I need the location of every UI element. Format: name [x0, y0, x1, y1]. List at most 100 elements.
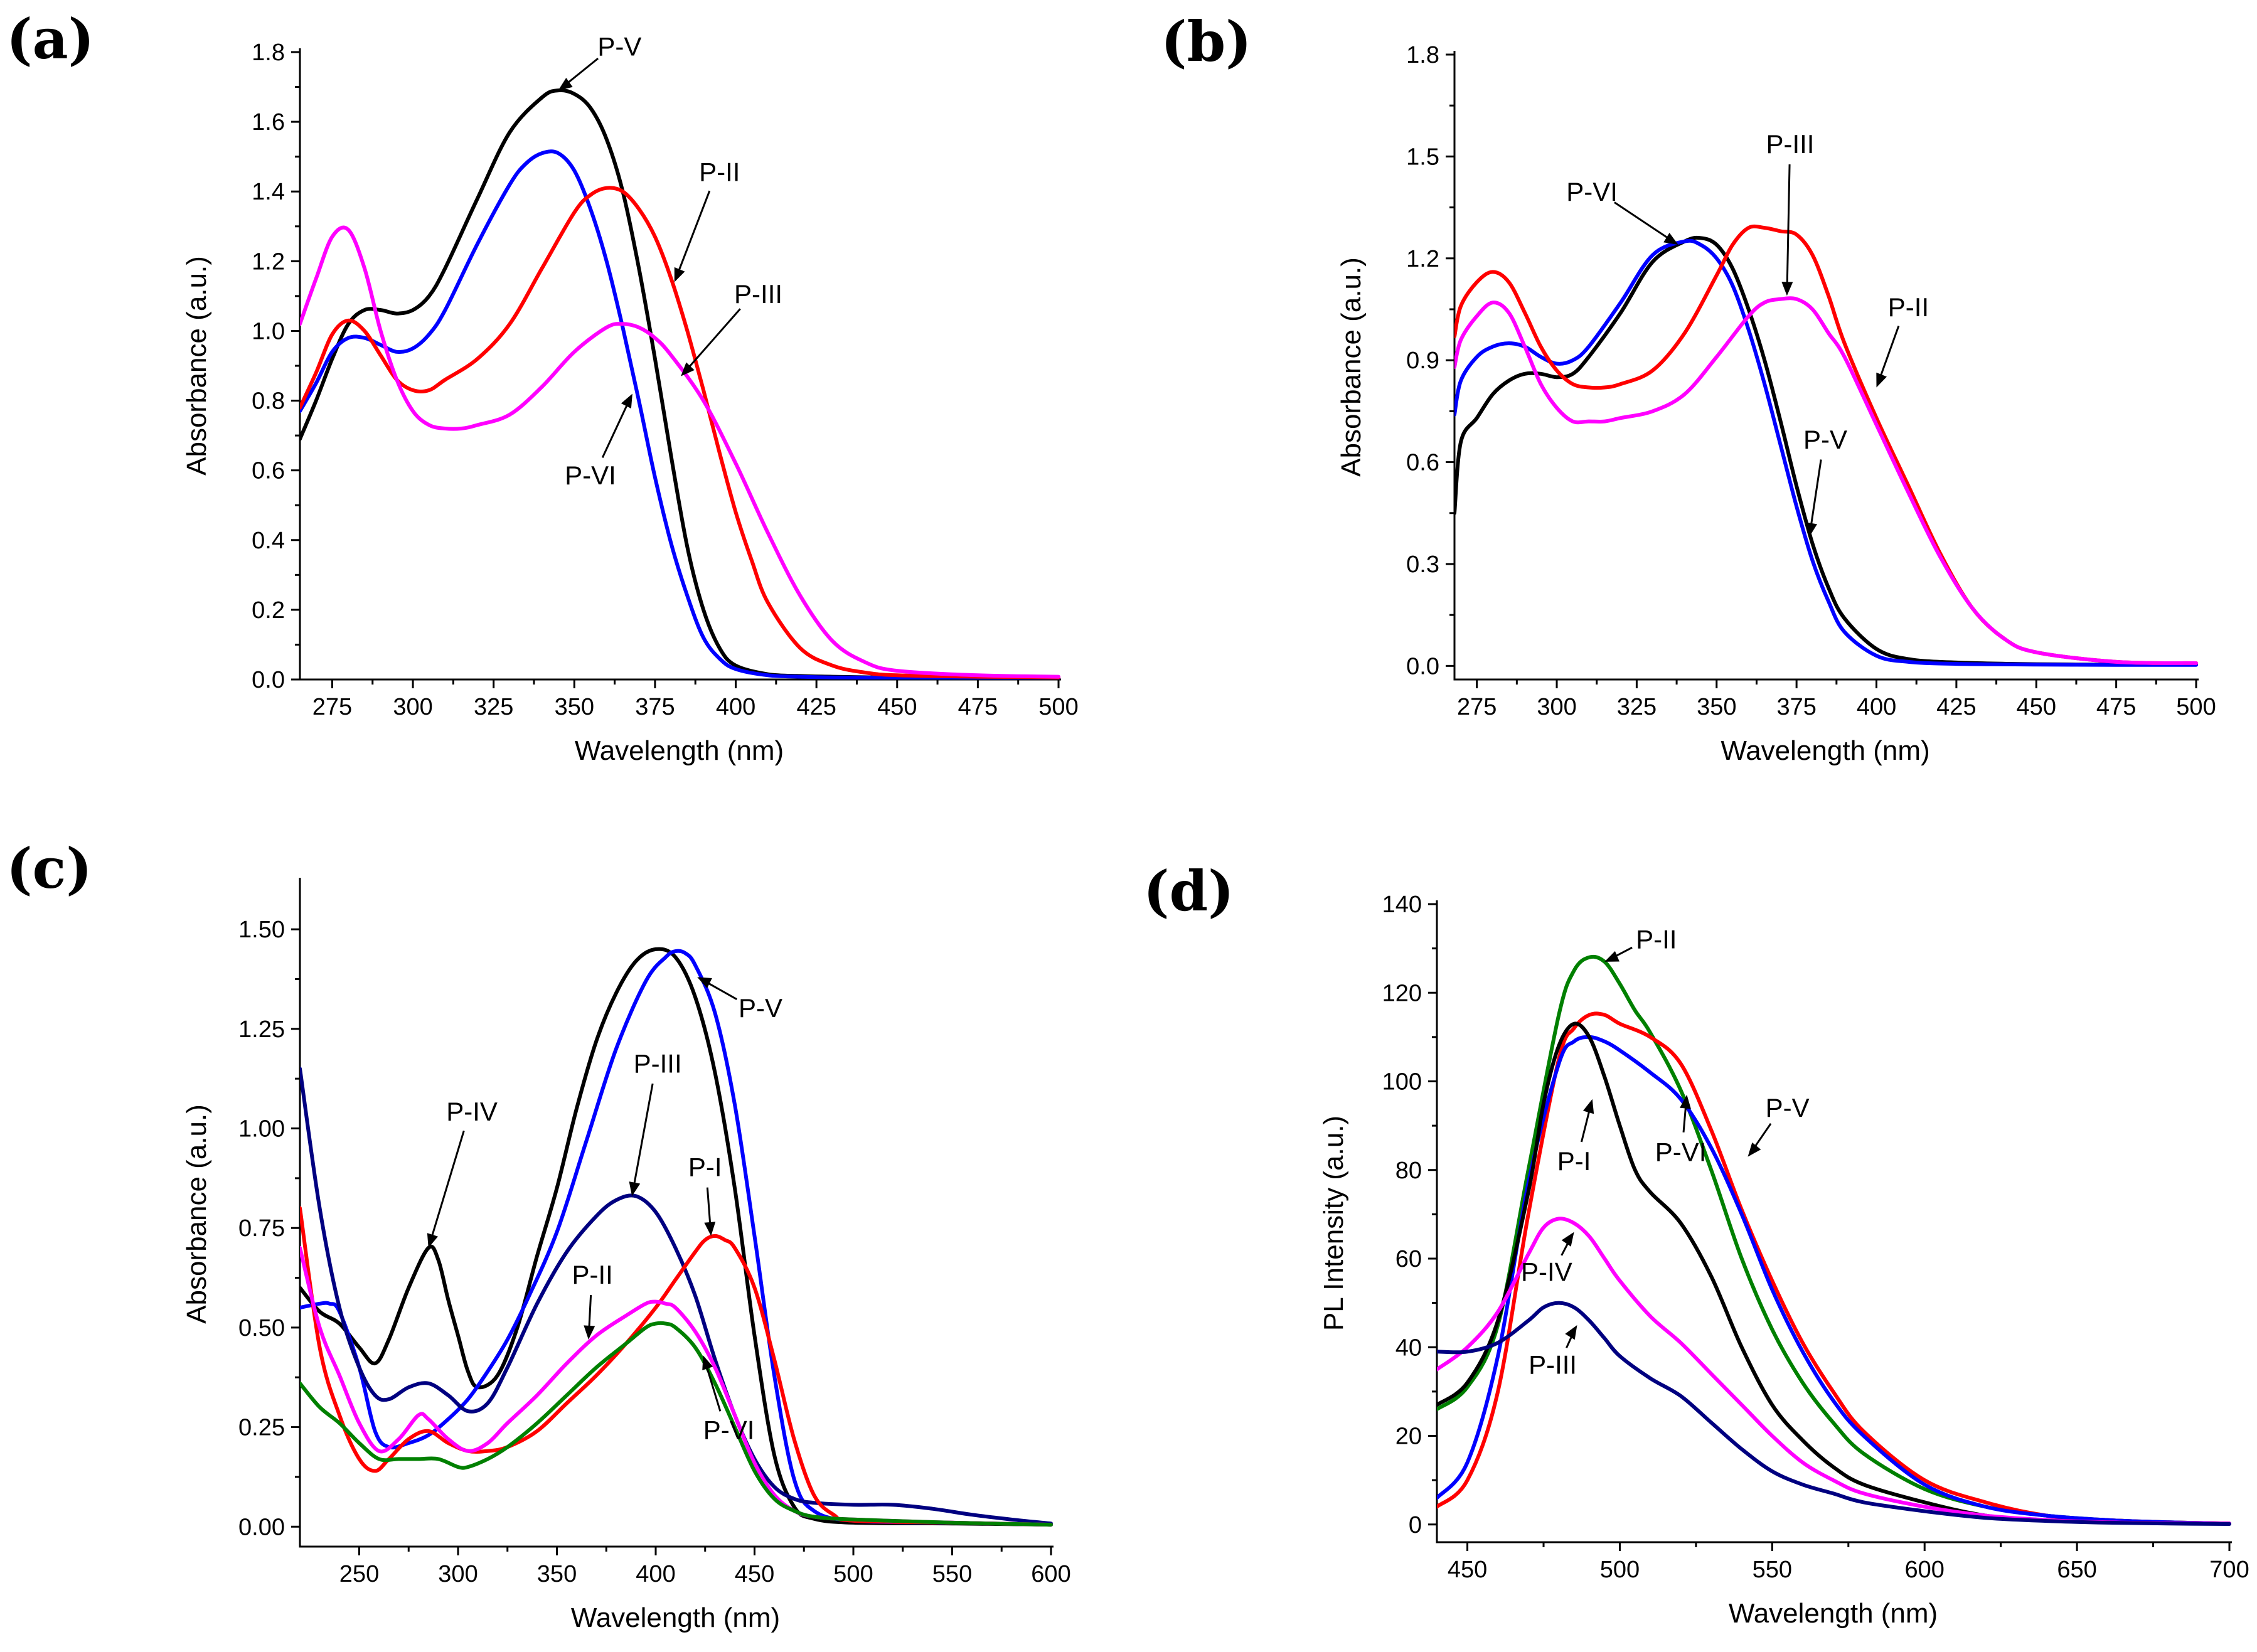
chart-1-y-tick-label-1: 1.0: [252, 318, 285, 344]
chart-4-annotation-arrowhead-p-v: [1747, 1142, 1761, 1157]
chart-1-annotation-arrowhead-p-ii: [674, 267, 685, 282]
chart-3-annotation-arrowhead-p-vi: [702, 1355, 713, 1371]
chart-1-annotation-p-vi-3: P-VI: [565, 461, 616, 490]
chart-3-annotation-arrow-p-iv: [428, 1130, 465, 1246]
chart-2-annotation-p-vi-0: P-VI: [1566, 177, 1618, 206]
chart-1-annotation-arrowhead-p-v: [558, 78, 573, 91]
chart-3-x-axis-title: Wavelength (nm): [571, 1602, 780, 1633]
chart-4-y-tick-label-0: 0: [1409, 1512, 1422, 1538]
chart-1-annotation-arrowhead-p-vi: [621, 393, 632, 409]
chart-3-annotation-arrowhead-p-iii: [629, 1181, 641, 1196]
panel-b: (b) 275 300 325 350 375 400 425 450 475 500 0.0 0.3 0…: [1161, 9, 2216, 766]
chart-3-x-tick-label-450: 450: [735, 1561, 774, 1587]
chart-3-annotation-p-i-3: P-I: [688, 1153, 722, 1182]
chart-1-annotation-arrow-p-iii: [681, 308, 741, 375]
chart-2-x-tick-label-425: 425: [1936, 694, 1976, 720]
chart-3-series-p-i: [300, 1206, 1053, 1527]
chart-1-panel-letter: (a): [6, 6, 94, 72]
chart-3-y-tick-label-1: 1.00: [238, 1116, 285, 1143]
chart-4-x-tick-label-600: 600: [1905, 1557, 1945, 1583]
chart-1-axes: [299, 48, 1061, 681]
chart-3-annotation-arrowhead-p-i: [704, 1222, 716, 1236]
chart-3-annotation-p-iv-0: P-IV: [446, 1097, 498, 1126]
chart-2-panel-letter: (b): [1161, 9, 1252, 74]
chart-4-x-tick-label-450: 450: [1448, 1557, 1487, 1583]
chart-4-series-p-iii: [1437, 1301, 2231, 1526]
chart-1-x-tick-label-350: 350: [555, 694, 594, 720]
chart-3-series-p-v: [300, 947, 1053, 1527]
chart-1-y-tick-label-1-6: 1.6: [252, 109, 285, 136]
chart-2-annotation-arrow-p-iii: [1786, 164, 1791, 294]
chart-2-y-tick-label-0-9: 0.9: [1406, 348, 1439, 374]
chart-4-y-tick-label-40: 40: [1395, 1335, 1422, 1361]
chart-2-y-tick-label-1-5: 1.5: [1406, 144, 1439, 170]
panel-a: (a) 275 300 325 350 375 400 425 450 475 500 0.0 0.2 0…: [6, 6, 1079, 766]
chart-4-x-tick-label-650: 650: [2057, 1557, 2096, 1583]
chart-3-annotation-p-v-1: P-V: [739, 993, 782, 1023]
chart-3-y-tick-label-0-5: 0.50: [238, 1315, 285, 1341]
chart-1-x-tick-label-375: 375: [635, 694, 675, 720]
chart-3-annotation-arrowhead-p-v: [697, 977, 712, 989]
chart-1-annotation-p-iii-2: P-III: [734, 279, 782, 309]
chart-1-y-tick-label-0-8: 0.8: [252, 388, 285, 415]
chart-4-series-p-ii: [1437, 954, 2231, 1526]
chart-2-x-tick-label-475: 475: [2096, 694, 2136, 720]
chart-4-x-tick-label-700: 700: [2209, 1557, 2249, 1583]
chart-1-y-axis-title: Absorbance (a.u.): [181, 256, 212, 476]
chart-2-annotation-arrow-p-vi: [1614, 201, 1677, 245]
chart-1-x-tick-label-450: 450: [877, 694, 917, 720]
chart-2-y-tick-label-1-2: 1.2: [1406, 246, 1439, 272]
chart-3-series-p-vi: [300, 949, 1053, 1527]
chart-1-x-tick-label-325: 325: [474, 694, 513, 720]
chart-2-y-tick-label-0-3: 0.3: [1406, 552, 1439, 578]
chart-3-annotation-arrowhead-p-ii: [584, 1325, 595, 1340]
chart-2-y-tick-label-1-8: 1.8: [1406, 42, 1439, 68]
chart-4-y-tick-label-140: 140: [1382, 892, 1422, 918]
chart-4-annotation-p-iii-5: P-III: [1529, 1350, 1577, 1380]
chart-4-y-axis-title: PL Intensity (a.u.): [1318, 1116, 1349, 1331]
chart-1-x-tick-label-275: 275: [312, 694, 352, 720]
chart-2-annotation-arrowhead-p-vi: [1663, 232, 1678, 245]
chart-3-annotation-arrowhead-p-iv: [427, 1233, 439, 1248]
chart-2-annotation-p-iii-1: P-III: [1766, 129, 1814, 159]
chart-1-x-tick-label-400: 400: [716, 694, 755, 720]
chart-3-annotation-arrow-p-iii: [631, 1083, 654, 1194]
chart-3-y-axis-title: Absorbance (a.u.): [181, 1104, 212, 1324]
chart-4-y-tick-label-80: 80: [1395, 1158, 1422, 1184]
chart-1-annotation-arrow-p-vi: [601, 395, 632, 459]
chart-1-y-tick-label-0-2: 0.2: [252, 597, 285, 624]
chart-3-axes: [299, 878, 1054, 1548]
chart-4-y-tick-label-20: 20: [1395, 1424, 1422, 1450]
chart-2-y-tick-label-0: 0.0: [1406, 653, 1439, 679]
chart-2-annotation-arrow-p-v: [1808, 459, 1822, 535]
chart-3-x-tick-label-500: 500: [833, 1561, 873, 1587]
chart-2-series-group: [1454, 224, 2198, 667]
chart-3-y-tick-label-1-25: 1.25: [238, 1016, 285, 1043]
chart-3-x-tick-label-350: 350: [537, 1561, 577, 1587]
chart-4-annotation-arrowhead-p-iii: [1565, 1324, 1577, 1340]
chart-1-annotation-arrow-p-ii: [674, 190, 711, 280]
chart-4-x-axis-title: Wavelength (nm): [1729, 1598, 1938, 1629]
chart-4-annotation-arrowhead-p-i: [1582, 1099, 1594, 1114]
chart-3-y-tick-label-0-25: 0.25: [238, 1415, 285, 1441]
chart-1-x-axis-title: Wavelength (nm): [575, 735, 784, 766]
chart-1-y-tick-label-0-6: 0.6: [252, 458, 285, 484]
chart-4-y-tick-label-120: 120: [1382, 980, 1422, 1006]
chart-3-annotation-p-ii-4: P-II: [572, 1260, 613, 1289]
chart-2-y-tick-label-0-6: 0.6: [1406, 450, 1439, 476]
chart-3-x-tick-label-250: 250: [339, 1561, 379, 1587]
panel-d: (d) 450 500 550 600 650 700 0 20 40 60 80 100 120 140 W…: [1143, 858, 2249, 1629]
chart-4-series-group: [1437, 954, 2231, 1526]
chart-4-y-tick-label-100: 100: [1382, 1069, 1422, 1095]
chart-2-x-tick-label-375: 375: [1776, 694, 1816, 720]
chart-2-annotation-p-ii-2: P-II: [1888, 292, 1929, 322]
chart-1-x-tick-label-425: 425: [796, 694, 836, 720]
chart-4-annotation-p-ii-0: P-II: [1636, 925, 1677, 954]
chart-1-annotation-arrowhead-p-iii: [681, 362, 695, 376]
chart-2-annotation-arrowhead-p-ii: [1876, 372, 1887, 388]
chart-2-x-tick-label-400: 400: [1857, 694, 1896, 720]
chart-2-x-tick-label-275: 275: [1457, 694, 1497, 720]
chart-2-x-tick-label-500: 500: [2176, 694, 2216, 720]
chart-1-series-p-vi: [300, 149, 1060, 679]
